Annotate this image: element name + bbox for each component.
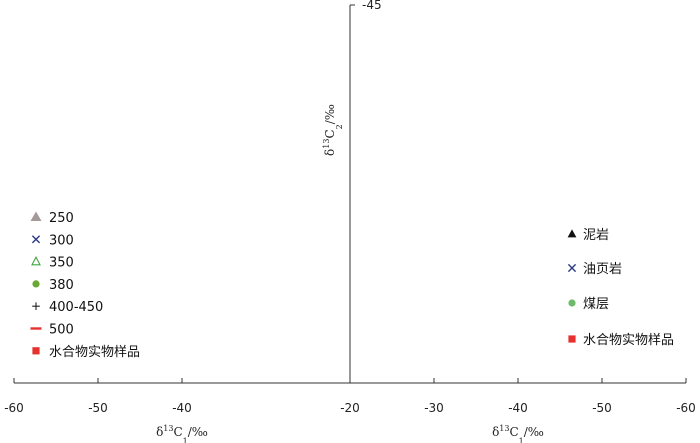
- legend-marker: [32, 280, 40, 288]
- left-x-axis-title: δ13C1/‰: [156, 424, 208, 443]
- y-axis-title: δ13C2/‰: [322, 104, 344, 156]
- x-tick-label: -60: [676, 401, 696, 415]
- legend-label: 油页岩: [583, 262, 622, 277]
- legend-marker: [30, 327, 42, 330]
- legend-label: 500: [49, 323, 74, 338]
- right-panel: -30-40-50-60-45-40-35-30-25-20-15δ13C1/‰…: [322, 0, 696, 443]
- x-tick-label: -50: [88, 401, 108, 415]
- legend-label: 350: [49, 256, 74, 271]
- x-tick-label: -40: [508, 401, 528, 415]
- legend-marker: [32, 347, 40, 355]
- legend-marker: [30, 211, 42, 221]
- legend-marker: [568, 335, 576, 343]
- legend-marker: [31, 235, 41, 244]
- x-tick-label: -30: [424, 401, 444, 415]
- legend-label: 水合物实物样品: [49, 345, 140, 360]
- left-panel: -60 -50 -40 -20 δ13C1/‰ 250 300 350 380 400-450 50…: [4, 211, 686, 443]
- legend-label: 250: [49, 211, 74, 226]
- x-tick-label: -50: [592, 401, 612, 415]
- legend-label: 400-450: [49, 300, 103, 315]
- legend-label: 380: [49, 278, 74, 293]
- legend-marker: [31, 256, 41, 266]
- legend-label: 300: [49, 233, 74, 248]
- legend-marker: [567, 263, 577, 273]
- y-tick-label: -45: [362, 0, 382, 12]
- legend-label: 泥岩: [583, 228, 609, 243]
- legend-marker: [567, 229, 577, 238]
- legend-marker: [568, 299, 576, 307]
- legend-label: 煤层: [583, 297, 609, 312]
- x-tick-label: -60: [4, 401, 24, 415]
- x-tick-label: -40: [172, 401, 192, 415]
- legend-marker: [32, 302, 40, 310]
- right-x-axis-title: δ13C1/‰: [492, 424, 544, 443]
- legend-label: 水合物实物样品: [583, 333, 674, 348]
- x-tick-label: -20: [340, 401, 360, 415]
